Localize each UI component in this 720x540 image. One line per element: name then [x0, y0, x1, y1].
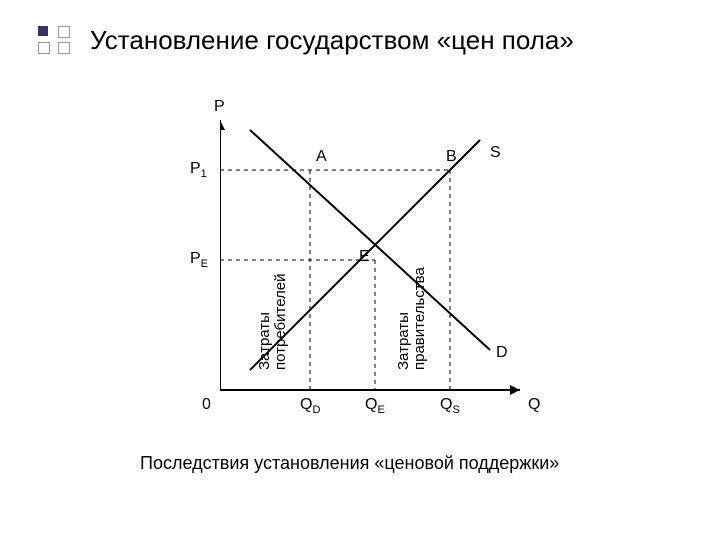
label-origin: 0 [202, 396, 211, 414]
label-qd: QD [300, 396, 320, 416]
bullet-deco-3 [38, 42, 50, 54]
label-s: S [490, 144, 501, 162]
label-consumer-cost-2: потребителей [272, 273, 289, 370]
page-title: Установление государством «цен пола» [90, 25, 574, 56]
label-consumer-cost-1: Затраты [256, 312, 273, 370]
label-d: D [496, 344, 508, 362]
label-p1: P1 [190, 160, 207, 180]
label-pe: PE [190, 250, 208, 270]
label-qe: QE [365, 396, 385, 416]
label-a: A [316, 148, 327, 166]
label-p-axis: P [214, 98, 225, 116]
label-b: B [446, 148, 457, 166]
bullet-deco-1 [38, 26, 48, 36]
caption: Последствия установления «ценовой поддер… [140, 453, 559, 474]
supply-demand-chart [220, 120, 540, 420]
label-q-axis: Q [528, 396, 540, 414]
label-qs: QS [440, 396, 460, 416]
label-gov-cost-2: правительства [411, 267, 428, 370]
bullet-deco-2 [58, 26, 70, 38]
bullet-deco-4 [58, 42, 70, 54]
label-gov-cost-1: Затраты [395, 312, 412, 370]
label-e: E [359, 248, 370, 266]
